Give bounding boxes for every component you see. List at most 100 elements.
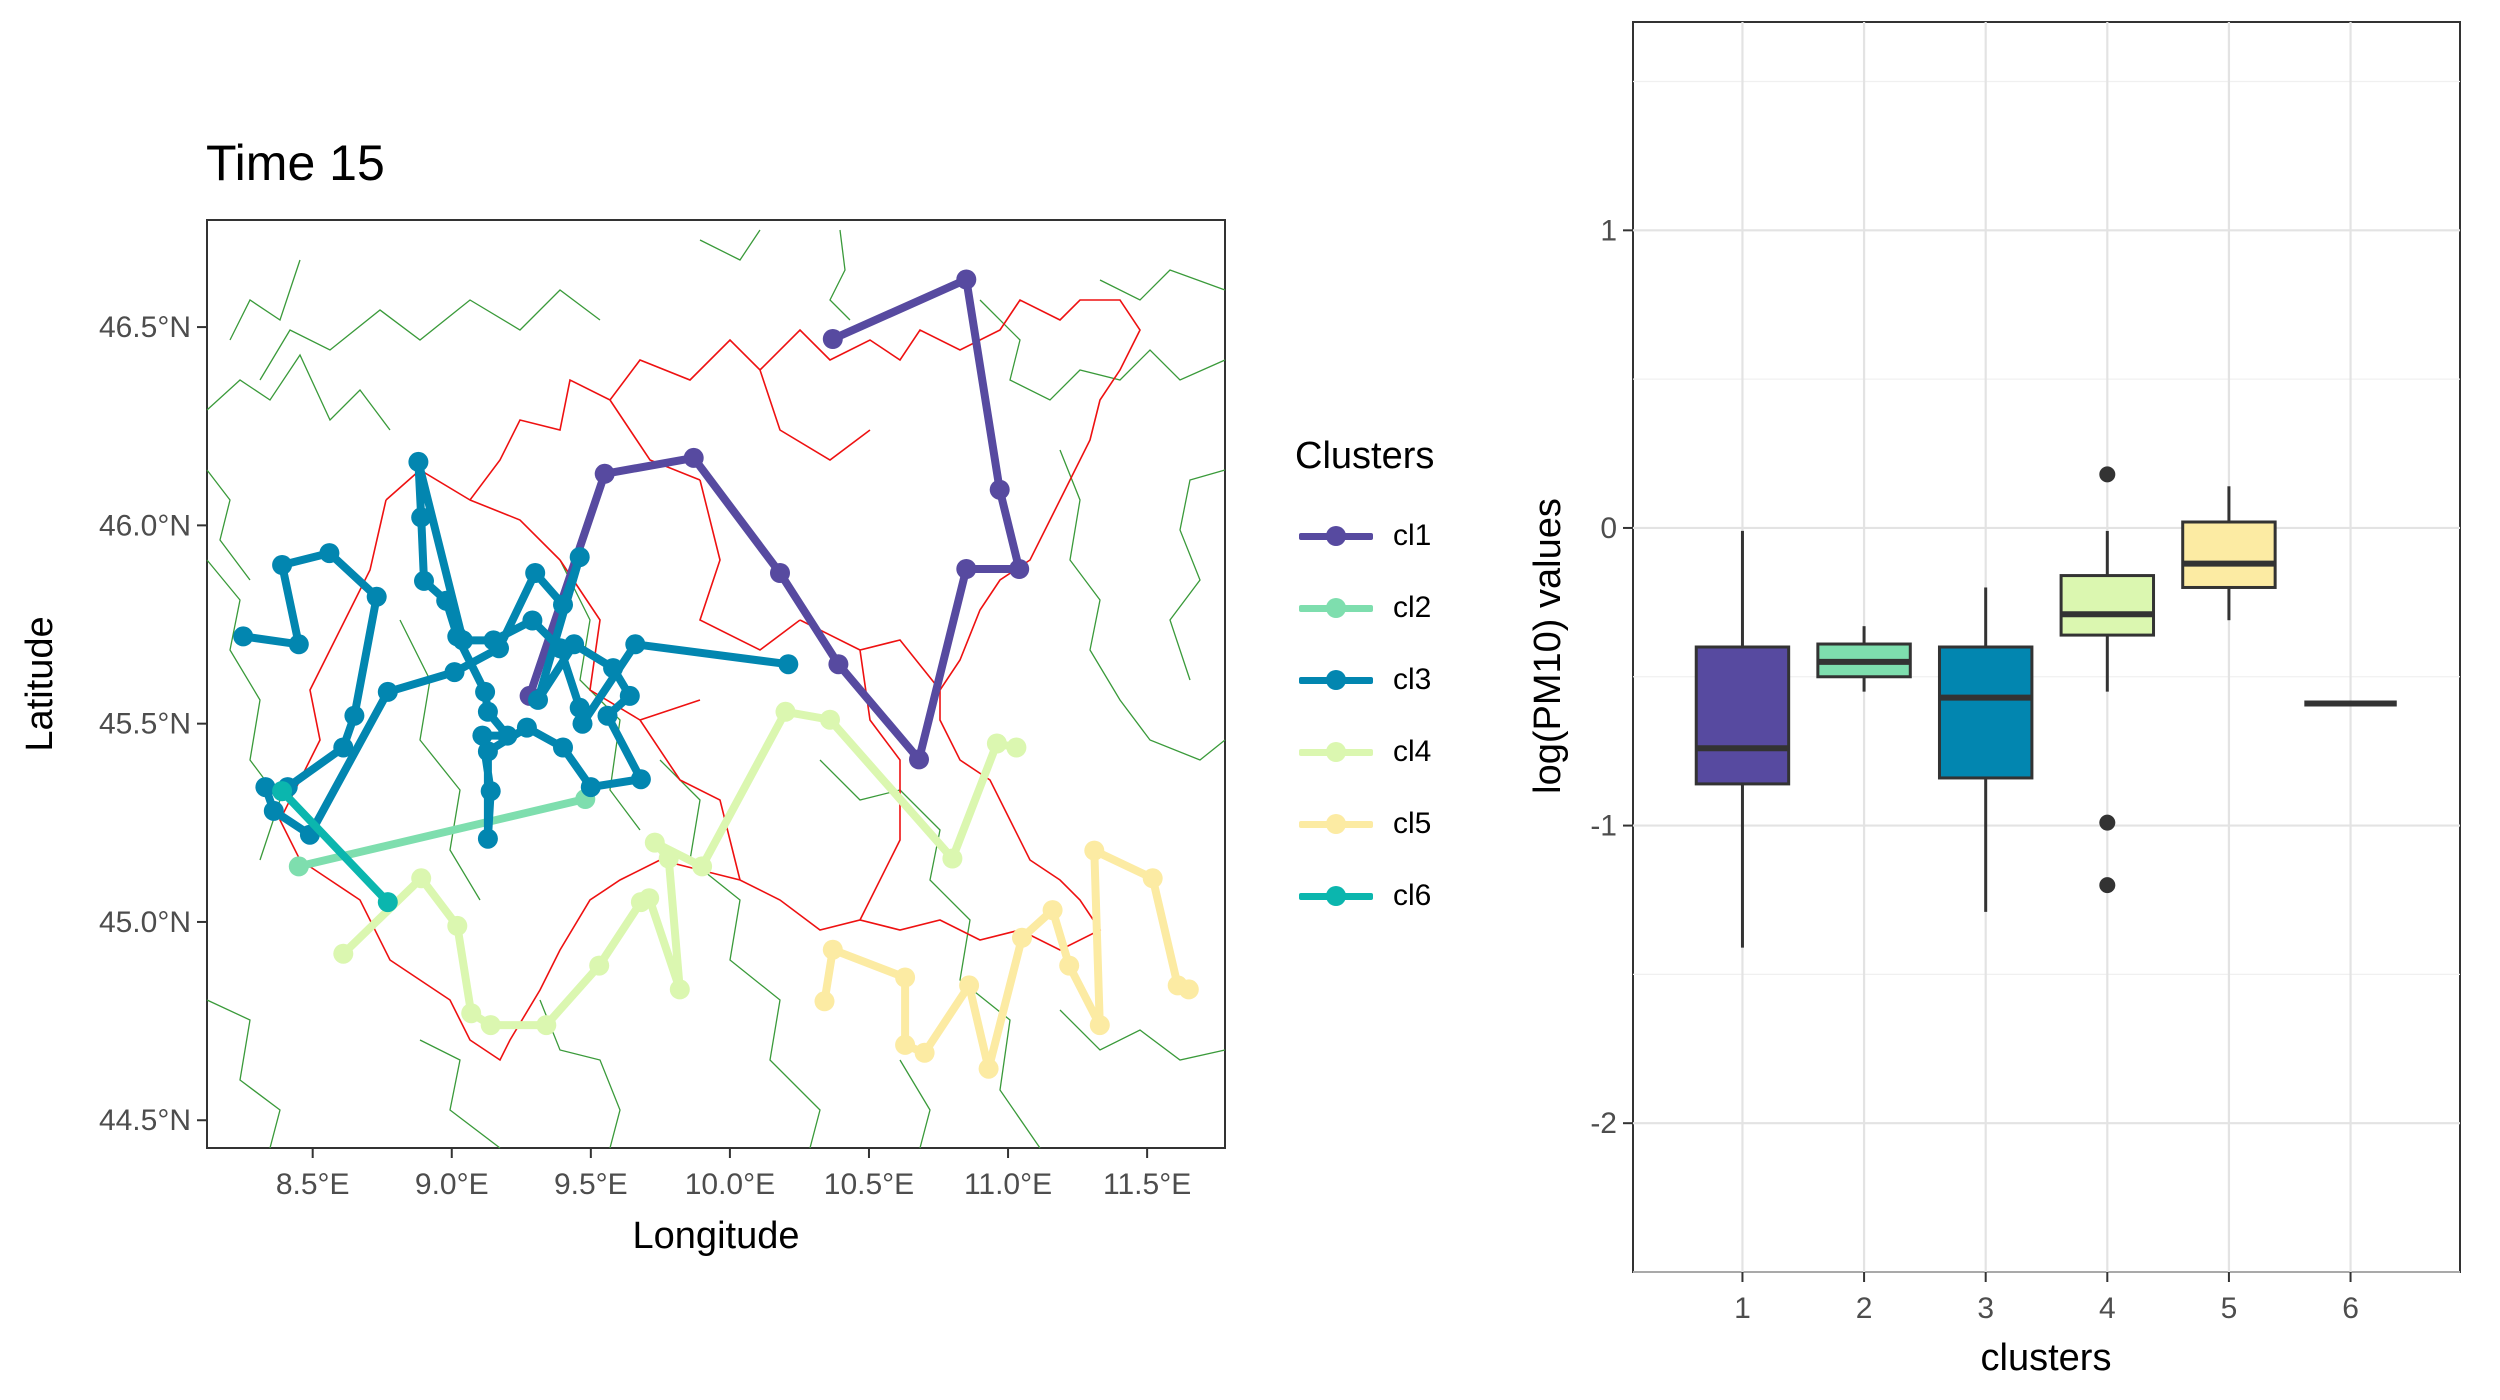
cluster-cl3-point <box>553 594 573 615</box>
boxplot-axes: -2 -1 0 1 1 2 3 4 5 6 <box>1590 214 2359 1325</box>
cluster-cl4 <box>333 701 1027 1036</box>
cluster-cl4-point <box>775 701 796 722</box>
cluster-cl3-point <box>255 777 276 798</box>
region-border <box>279 298 1141 1062</box>
cluster-cl3-point <box>408 451 429 472</box>
cluster-cl4-point <box>411 868 432 889</box>
cluster-cl5-point <box>978 1058 999 1079</box>
boxplot-y-tick-label: 0 <box>1600 512 1617 545</box>
cluster-cl3-point <box>516 717 537 738</box>
cluster-cl1-point <box>594 463 615 484</box>
legend-items: cl1 cl2 cl3 cl4 cl5 cl6 <box>1295 500 1515 932</box>
legend-label: cl1 <box>1393 519 1432 552</box>
legend-dot <box>1326 526 1346 546</box>
cluster-cl3-point <box>411 507 432 528</box>
cluster-cl3-point <box>452 630 473 651</box>
cluster-cl3-point <box>263 800 284 821</box>
box-cluster-2 <box>1816 626 1912 692</box>
cluster-cl5-point <box>1042 900 1063 921</box>
cluster-cl6-point <box>377 892 398 913</box>
legend-key <box>1295 516 1377 556</box>
legend-item-cl5: cl5 <box>1295 788 1515 860</box>
cluster-cl5-point <box>814 991 835 1012</box>
cluster-cl4-point <box>692 856 713 877</box>
cluster-cl5-point <box>1084 840 1105 861</box>
boxplot-y-tick-label: -2 <box>1590 1107 1617 1140</box>
cluster-cl6-path <box>278 787 392 907</box>
box-cluster-1 <box>1694 530 1791 948</box>
cluster-cl5-point <box>1089 1015 1110 1036</box>
chart-title: Time 15 <box>206 135 385 191</box>
cluster-cl5-point <box>914 1042 935 1063</box>
box-body <box>1937 645 2034 780</box>
cluster-cl4-point <box>669 979 690 1000</box>
map-x-axis-title: Longitude <box>633 1215 800 1257</box>
cluster-cl3-point <box>366 586 387 607</box>
cluster-cl3-point <box>525 563 546 583</box>
box-cluster-3 <box>1937 587 2034 912</box>
cluster-cl3-point <box>603 658 624 679</box>
cluster-cl4-point <box>447 915 468 936</box>
box-body <box>2181 520 2277 589</box>
boxplot-x-tick-label: 5 <box>2221 1292 2238 1325</box>
cluster-cl3-point <box>477 701 498 722</box>
map-y-tick-label: 46.5°N <box>99 311 191 344</box>
cluster-cl3-point <box>436 590 457 611</box>
cluster-cl4-point <box>333 943 354 964</box>
cluster-cl1-point <box>956 269 977 290</box>
cluster-cl1-point <box>956 559 977 579</box>
cluster-cl3-point <box>319 543 340 564</box>
box-cluster-5 <box>2181 486 2277 621</box>
cluster-cl3-point <box>288 634 309 655</box>
legend-dot <box>1326 742 1346 762</box>
cluster-cl3-point <box>333 737 354 758</box>
cluster-cl1-point <box>770 563 790 583</box>
boxplot-marks <box>1694 466 2397 948</box>
map-y-tick-label: 45.0°N <box>99 906 191 939</box>
cluster-cl5-point <box>959 975 980 996</box>
cluster-cl3-point <box>497 725 518 746</box>
cluster-cl5-point <box>1142 868 1163 889</box>
cluster-cl5-point <box>895 967 916 988</box>
cluster-cl3-point <box>569 697 590 718</box>
legend-dot <box>1326 886 1346 906</box>
box-cluster-4 <box>2059 466 2156 894</box>
box-body <box>2059 574 2156 637</box>
cluster-cl1-point <box>822 329 843 349</box>
legend-label: cl6 <box>1393 879 1432 912</box>
legend-label: cl5 <box>1393 807 1432 840</box>
cluster-cl3-point <box>778 654 799 675</box>
cluster-cl3 <box>233 451 799 849</box>
cluster-cl1-point <box>828 654 849 675</box>
cluster-cl3-point <box>572 713 593 734</box>
boxplot-x-axis-title: clusters <box>1981 1337 2112 1379</box>
legend-item-cl1: cl1 <box>1295 500 1515 572</box>
boxplot-x-tick-label: 1 <box>1734 1292 1751 1325</box>
legend-item-cl6: cl6 <box>1295 860 1515 932</box>
cluster-cl3-point <box>625 634 646 655</box>
map-panel-frame <box>206 219 1226 1149</box>
boxplot-y-tick-label: 1 <box>1600 214 1617 247</box>
outlier-point <box>2099 814 2116 831</box>
legend: Clusters cl1 cl2 cl3 cl4 cl5 cl6 <box>1295 435 1515 932</box>
legend-label: cl4 <box>1393 735 1432 768</box>
map-y-tick-label: 46.0°N <box>99 509 191 542</box>
cluster-cl4-point <box>536 1015 557 1036</box>
map-x-tick-label: 11.0°E <box>964 1168 1052 1201</box>
legend-item-cl3: cl3 <box>1295 644 1515 716</box>
cluster-cl4-point <box>644 832 665 853</box>
legend-dot <box>1326 598 1346 618</box>
cluster-cl3-point <box>569 547 590 568</box>
cluster-cl5-point <box>895 1034 916 1055</box>
cluster-cl3-point <box>619 685 640 706</box>
legend-key <box>1295 660 1377 700</box>
cluster-cl4-point <box>461 1003 482 1024</box>
cluster-cl3-point <box>528 689 548 710</box>
legend-key <box>1295 732 1377 772</box>
legend-item-cl2: cl2 <box>1295 572 1515 644</box>
boxplot-x-tick-label: 2 <box>1856 1292 1873 1325</box>
legend-dot <box>1326 814 1346 834</box>
cluster-cl1-point <box>989 479 1010 500</box>
outlier-point <box>2099 466 2116 483</box>
